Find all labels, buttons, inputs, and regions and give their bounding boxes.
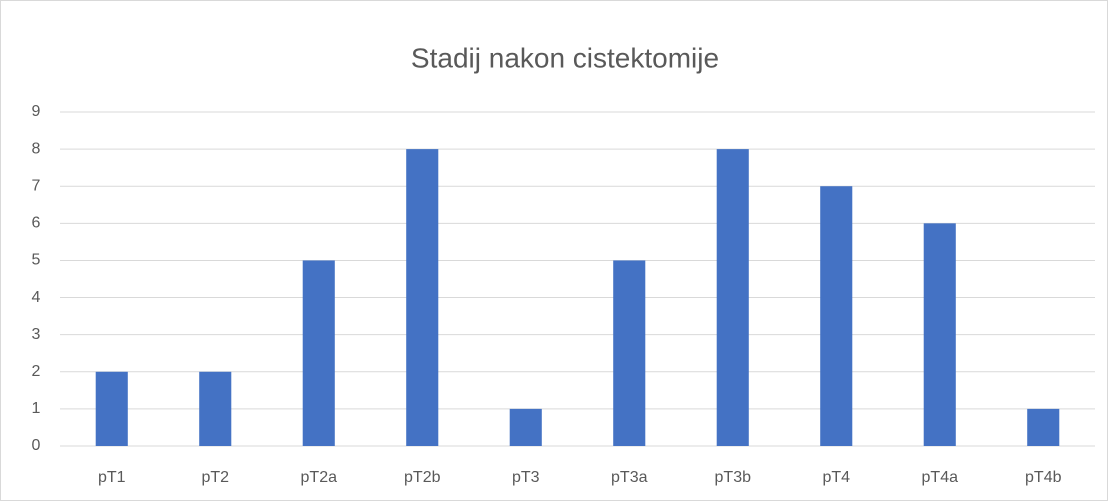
bar xyxy=(820,186,853,446)
y-tick-label: 2 xyxy=(32,363,41,380)
y-tick-label: 1 xyxy=(32,400,41,417)
x-tick-label: pT4b xyxy=(1025,469,1062,486)
x-tick-label: pT3 xyxy=(512,469,540,486)
bar xyxy=(406,149,439,446)
chart-title: Stadij nakon cistektomije xyxy=(411,42,719,73)
y-tick-label: 6 xyxy=(32,215,41,232)
y-tick-label: 8 xyxy=(32,140,41,157)
bar xyxy=(509,408,542,446)
x-tick-label: pT2a xyxy=(301,469,338,486)
y-tick-label: 7 xyxy=(32,177,41,194)
x-tick-label: pT3a xyxy=(611,469,648,486)
x-tick-label: pT1 xyxy=(98,469,126,486)
bar xyxy=(923,223,956,446)
y-tick-label: 3 xyxy=(32,326,41,343)
x-tick-label: pT4 xyxy=(822,469,850,486)
bar xyxy=(1027,408,1060,446)
y-tick-label: 9 xyxy=(32,103,41,120)
bar xyxy=(199,371,232,446)
x-tick-label: pT3b xyxy=(715,469,752,486)
y-tick-label: 0 xyxy=(32,437,41,454)
x-tick-label: pT2 xyxy=(201,469,229,486)
y-tick-label: 5 xyxy=(32,252,41,269)
x-tick-label: pT4a xyxy=(922,469,959,486)
x-tick-label: pT2b xyxy=(404,469,441,486)
bar xyxy=(613,260,646,446)
bar xyxy=(716,149,749,446)
bar xyxy=(95,371,128,446)
bar xyxy=(302,260,335,446)
y-tick-label: 4 xyxy=(32,289,41,306)
